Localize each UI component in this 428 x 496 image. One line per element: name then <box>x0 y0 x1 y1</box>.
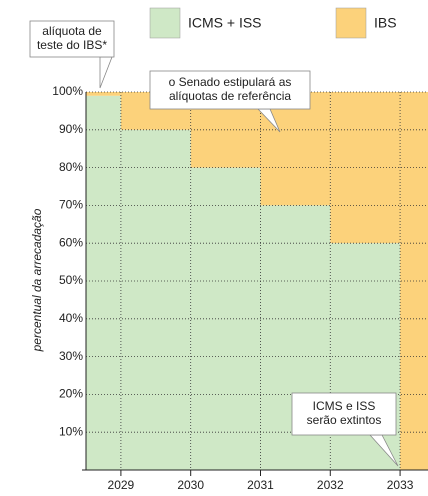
y-tick-label: 20% <box>59 387 83 401</box>
y-tick-label: 30% <box>59 349 83 363</box>
x-tick-label: 2029 <box>108 478 135 492</box>
y-tick-label: 60% <box>59 235 83 249</box>
annotation-text: teste do IBS* <box>37 38 107 52</box>
x-tick-label: 2031 <box>247 478 274 492</box>
annotation-text: serão extintos <box>307 413 382 427</box>
annotation-text: alíquotas de referência <box>169 89 291 103</box>
y-tick-label: 90% <box>59 122 83 136</box>
step-segment <box>120 129 191 471</box>
callout-box <box>29 20 115 58</box>
x-tick-label: 2030 <box>177 478 204 492</box>
step-segment <box>86 95 121 470</box>
step-segment <box>86 92 121 96</box>
legend-label: ICMS + ISS <box>188 15 262 31</box>
callout-box <box>291 392 397 436</box>
annotation-text: o Senado estipulará as <box>169 75 292 89</box>
step-segment <box>190 167 261 470</box>
legend-swatch <box>335 7 367 39</box>
y-tick-label: 80% <box>59 160 83 174</box>
y-tick-label: 100% <box>52 84 83 98</box>
legend-swatch <box>149 7 181 39</box>
x-tick-label: 2033 <box>387 478 414 492</box>
y-tick-label: 40% <box>59 311 83 325</box>
y-tick-label: 50% <box>59 273 83 287</box>
callout-box <box>149 70 311 110</box>
y-tick-label: 70% <box>59 198 83 212</box>
y-axis-label: percentual da arrecadação <box>30 208 44 352</box>
annotation-text: ICMS e ISS <box>313 399 376 413</box>
legend-label: IBS <box>374 15 397 31</box>
callout-pointer <box>99 56 113 89</box>
step-segment <box>260 92 331 206</box>
y-tick-label: 10% <box>59 424 83 438</box>
annotation-text: alíquota de <box>42 24 102 38</box>
x-tick-label: 2032 <box>317 478 344 492</box>
